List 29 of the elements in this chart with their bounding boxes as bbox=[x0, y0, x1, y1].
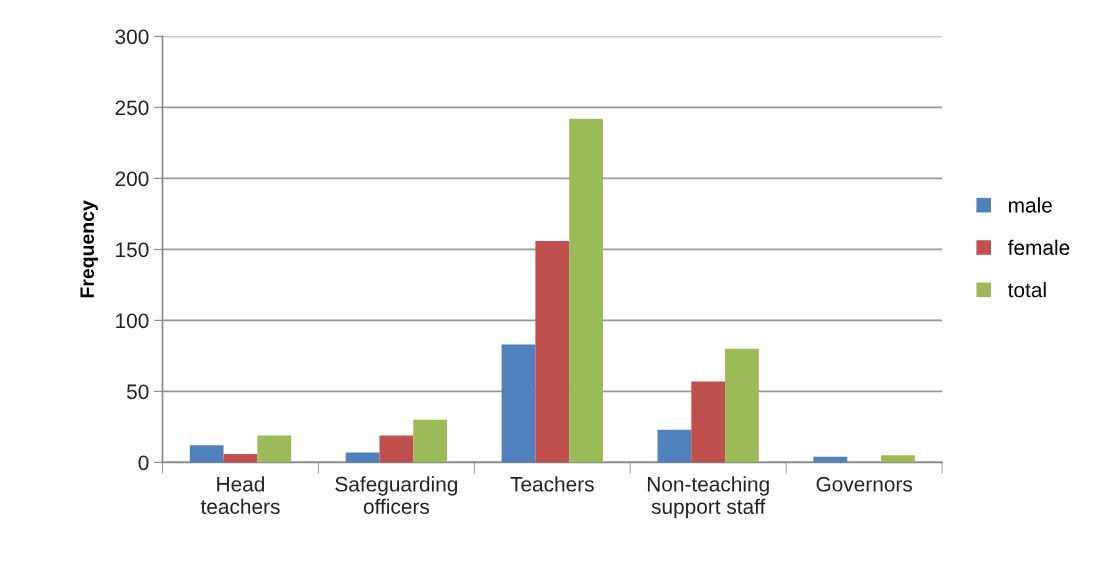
bar bbox=[223, 453, 258, 463]
bar bbox=[379, 435, 414, 463]
x-tick-label: Teachers bbox=[510, 476, 594, 492]
bar bbox=[725, 348, 759, 463]
bar bbox=[257, 435, 292, 463]
bar bbox=[657, 429, 692, 463]
bar bbox=[501, 344, 536, 463]
y-tick-label: 200 bbox=[115, 171, 149, 187]
legend-label: male bbox=[1009, 197, 1052, 213]
bar bbox=[345, 452, 380, 463]
legend-label: female bbox=[1007, 239, 1070, 255]
y-tick-label: 250 bbox=[115, 100, 149, 116]
y-tick-label: 0 bbox=[138, 455, 149, 471]
y-tick-label: 100 bbox=[116, 313, 149, 329]
bar bbox=[535, 240, 570, 463]
legend-label: total bbox=[1007, 282, 1046, 298]
x-tick-label: Safeguarding officers bbox=[335, 476, 458, 515]
y-tick-label: 300 bbox=[115, 29, 149, 45]
bar bbox=[881, 455, 915, 463]
bar bbox=[691, 381, 726, 463]
bar bbox=[413, 419, 448, 463]
x-tick-label: Governors bbox=[816, 476, 913, 492]
bar bbox=[569, 118, 603, 463]
y-tick-label: 150 bbox=[116, 242, 149, 258]
x-tick-label: Head teachers bbox=[200, 476, 280, 515]
y-axis-title: Frequency bbox=[80, 200, 98, 298]
y-tick-label: 50 bbox=[126, 384, 149, 400]
bar bbox=[189, 445, 224, 463]
x-tick-label: Non-teaching support staff bbox=[647, 476, 769, 519]
